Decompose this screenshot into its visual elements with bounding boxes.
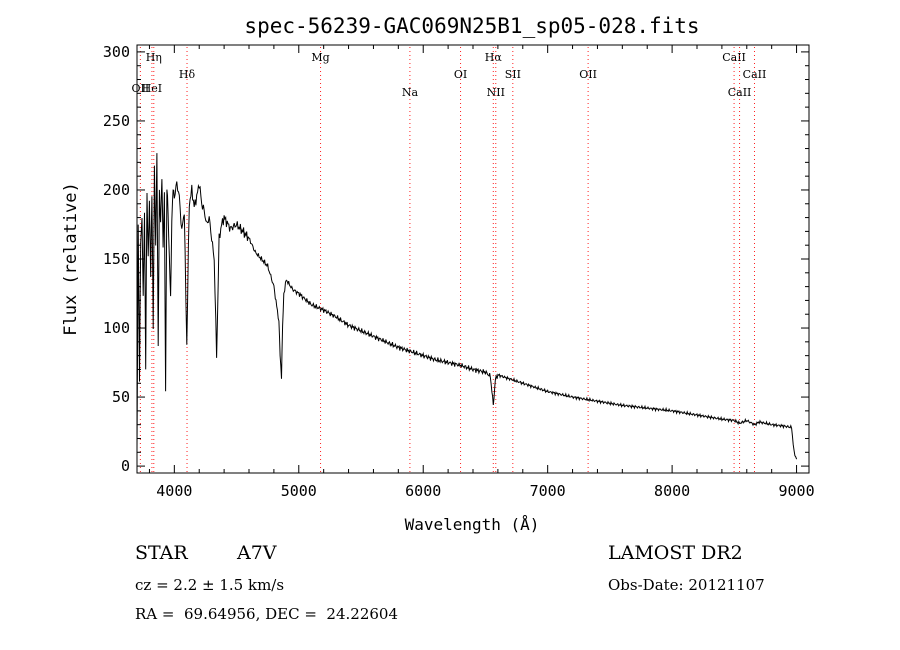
line-label: CaII (722, 51, 746, 64)
x-tick-label: 4000 (156, 482, 192, 500)
line-label: Hα (485, 51, 503, 64)
x-tick-label: 7000 (530, 482, 566, 500)
spectral-subclass: A7V (237, 542, 277, 564)
x-tick-label: 6000 (405, 482, 441, 500)
survey-name: LAMOST DR2 (608, 542, 743, 564)
line-label: OII (132, 82, 150, 95)
line-label: Hη (146, 51, 162, 64)
coordinates: RA = 69.64956, DEC = 24.22604 (135, 605, 399, 623)
line-label: CaII (743, 68, 767, 81)
line-label: Na (402, 86, 419, 99)
y-tick-label: 0 (121, 457, 130, 475)
y-axis-label: Flux (relative) (61, 182, 81, 336)
axes: 4000 5000 6000 7000 8000 9000 0 50 100 150 200 250 3… (103, 43, 815, 500)
y-tick-label: 50 (112, 388, 130, 406)
line-label: HeI (142, 82, 162, 95)
line-label: NII (487, 86, 505, 99)
x-tick-label: 5000 (281, 482, 317, 500)
spectrum-line (136, 153, 798, 460)
x-tick-label: 8000 (654, 482, 690, 500)
x-axis-label: Wavelength (Å) (405, 515, 540, 534)
y-tick-label: 150 (103, 250, 130, 268)
spectrum-series (136, 153, 798, 460)
line-label: OI (454, 68, 467, 81)
y-tick-label: 100 (103, 319, 130, 337)
plot-frame (136, 44, 810, 474)
x-tick-label: 9000 (778, 482, 814, 500)
object-class: STAR (135, 542, 188, 564)
observation-date: Obs-Date: 20121107 (608, 576, 765, 594)
line-label: Mg (311, 51, 329, 64)
redshift-velocity: cz = 2.2 ± 1.5 km/s (135, 576, 285, 594)
line-label: SII (505, 68, 521, 81)
line-label: OII (579, 68, 597, 81)
chart-title: spec-56239-GAC069N25B1_sp05-028.fits (244, 14, 699, 38)
line-label: Hδ (179, 68, 196, 81)
y-tick-label: 300 (103, 43, 130, 61)
line-label: CaII (728, 86, 752, 99)
y-tick-label: 250 (103, 112, 130, 130)
y-tick-label: 200 (103, 181, 130, 199)
